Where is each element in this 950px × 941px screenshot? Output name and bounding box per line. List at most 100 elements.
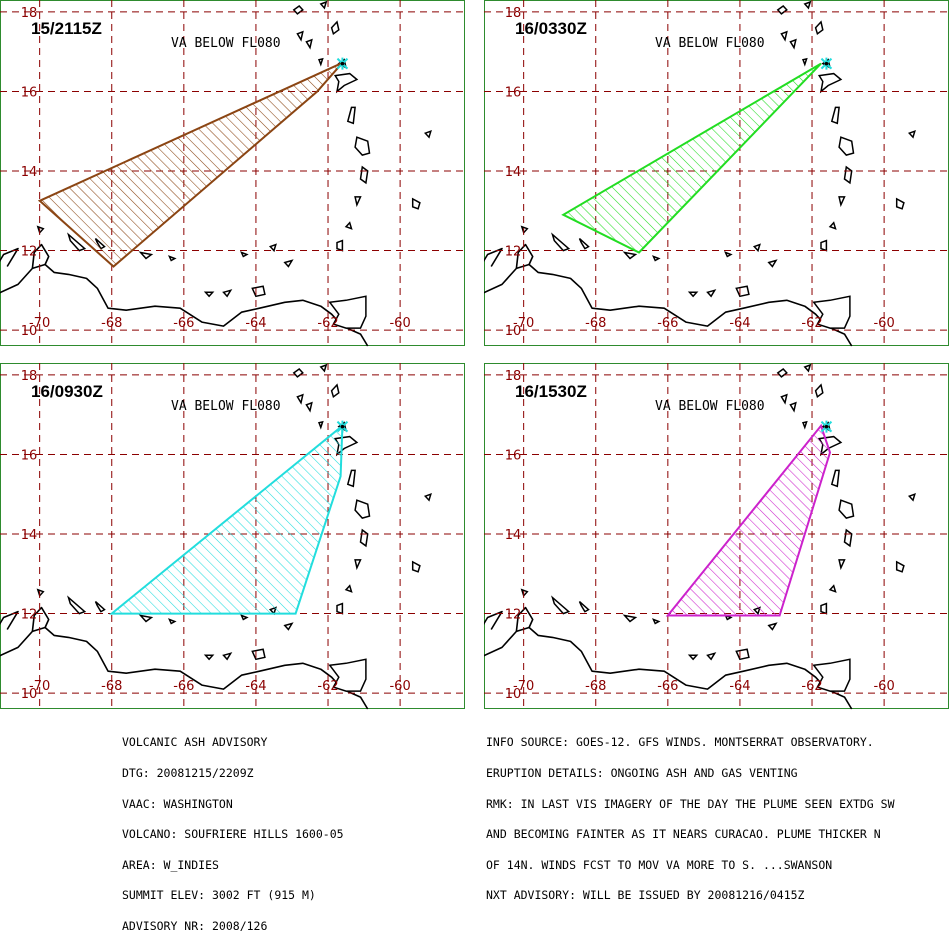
valid-time-label: 16/0330Z	[515, 19, 587, 38]
island	[305, 401, 313, 413]
island	[251, 648, 266, 661]
longitude-label: -70	[513, 679, 534, 694]
island	[336, 602, 344, 615]
island	[251, 285, 266, 298]
flight-level-label: VA BELOW FL080	[171, 36, 281, 51]
latitude-label: 14	[505, 528, 522, 543]
island	[907, 492, 916, 502]
latitude-label: 16	[505, 85, 522, 100]
island	[578, 601, 590, 613]
map-frame	[0, 363, 465, 709]
latitude-label: 12	[505, 245, 522, 260]
island	[346, 106, 356, 125]
trinidad-island	[812, 658, 851, 692]
island	[354, 559, 362, 571]
longitude-label: -70	[513, 316, 534, 331]
island	[283, 622, 294, 631]
island	[752, 243, 761, 253]
island	[780, 30, 788, 42]
island	[36, 225, 45, 235]
island	[622, 614, 638, 623]
longitude-label: -68	[585, 316, 606, 331]
island	[814, 383, 824, 399]
trinidad-island	[812, 295, 851, 329]
map-svg-4: 18 16 14 12 10-70 -68 -66 -64 -62 -60 16/1530Z VA B…	[484, 363, 949, 710]
island	[203, 654, 215, 661]
island	[895, 197, 905, 210]
island	[551, 595, 571, 615]
advisory-line: OF 14N. WINDS FCST TO MOV VA MORE TO S. …	[486, 857, 833, 872]
island	[551, 232, 571, 252]
south-america-coastline	[0, 263, 369, 347]
latitude-label: 18	[21, 369, 38, 384]
ash-cloud-polygon	[108, 423, 344, 615]
map-frame	[0, 0, 465, 346]
valid-time-label: 15/2115Z	[31, 19, 102, 38]
island	[167, 618, 177, 625]
longitude-label: -66	[173, 679, 194, 694]
advisory-text-right: INFO SOURCE: GOES-12. GFS WINDS. MONTSER…	[486, 717, 895, 911]
longitude-label: -68	[585, 679, 606, 694]
map-svg-2: 18 16 14 12 10-70 -68 -66 -64 -62 -60 16/0330Z VA B…	[484, 0, 949, 347]
valid-time-label: 16/0930Z	[31, 382, 103, 401]
latitude-label: 10	[505, 687, 522, 702]
island	[423, 129, 432, 139]
longitude-label: -68	[101, 316, 122, 331]
island	[344, 221, 353, 230]
island	[651, 255, 661, 262]
map-frame	[484, 0, 949, 346]
advisory-line: VOLCANIC ASH ADVISORY	[122, 735, 268, 750]
advisory-line: ERUPTION DETAILS: ONGOING ASH AND GAS VE…	[486, 766, 798, 780]
island	[292, 368, 304, 378]
flight-level-label: VA BELOW FL080	[655, 36, 765, 51]
longitude-label: -60	[873, 679, 894, 694]
latitude-label: 18	[21, 6, 38, 21]
latitude-label: 12	[21, 245, 38, 260]
island	[801, 57, 808, 67]
advisory-line: INFO SOURCE: GOES-12. GFS WINDS. MONTSER…	[486, 735, 874, 750]
island	[354, 499, 371, 519]
island	[222, 652, 233, 661]
latitude-label: 16	[505, 448, 522, 463]
guajira-coastline	[484, 610, 503, 630]
island	[359, 165, 369, 185]
island	[789, 38, 797, 50]
island	[828, 221, 837, 230]
advisory-line: AREA: W_INDIES	[122, 857, 219, 872]
island	[735, 648, 750, 661]
longitude-label: -66	[173, 316, 194, 331]
south-america-coastline	[484, 263, 853, 347]
island	[838, 499, 855, 519]
trinidad-island	[328, 295, 367, 329]
latitude-label: 18	[505, 369, 522, 384]
island	[305, 38, 313, 50]
guajira-coastline	[484, 247, 503, 267]
ash-cloud-polygon	[37, 61, 344, 268]
island	[687, 654, 699, 661]
island	[803, 363, 812, 373]
paraguana-coastline	[515, 243, 534, 269]
longitude-label: -62	[317, 679, 338, 694]
island	[803, 0, 812, 10]
advisory-line: VAAC: WASHINGTON	[122, 796, 233, 811]
latitude-label: 18	[505, 6, 522, 21]
island	[706, 289, 717, 298]
island	[735, 285, 750, 298]
island	[776, 368, 788, 378]
island	[843, 165, 853, 185]
island	[830, 469, 840, 488]
latitude-label: 10	[21, 687, 38, 702]
island	[296, 30, 304, 42]
longitude-label: -60	[389, 679, 410, 694]
island	[67, 232, 87, 252]
longitude-label: -60	[873, 316, 894, 331]
island	[167, 255, 177, 262]
island	[319, 363, 328, 373]
latitude-label: 12	[21, 608, 38, 623]
island	[895, 560, 905, 573]
island	[830, 106, 840, 125]
island	[203, 291, 215, 298]
longitude-label: -62	[801, 679, 822, 694]
island	[578, 238, 590, 250]
longitude-label: -60	[389, 316, 410, 331]
